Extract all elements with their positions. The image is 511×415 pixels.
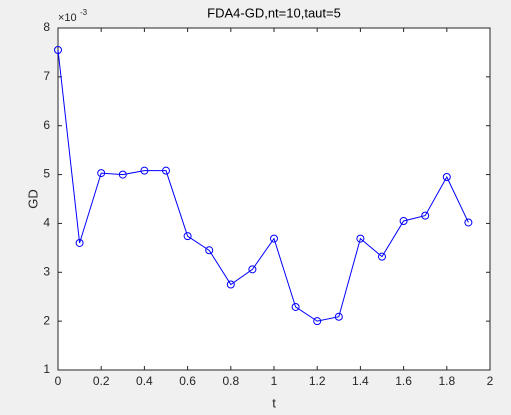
y-tick-label: 8 bbox=[43, 20, 50, 34]
data-marker bbox=[54, 45, 62, 54]
data-marker bbox=[464, 218, 473, 227]
y-tick-label: 3 bbox=[43, 264, 50, 278]
plot-area bbox=[57, 27, 491, 371]
data-marker bbox=[399, 216, 408, 225]
y-tick-label: 5 bbox=[43, 167, 50, 181]
x-tick-label: 0 bbox=[55, 374, 62, 388]
x-tick-label: 0.6 bbox=[179, 374, 196, 388]
data-marker bbox=[356, 234, 365, 243]
y-tick-label: 1 bbox=[43, 362, 50, 376]
data-marker bbox=[75, 238, 84, 247]
data-marker bbox=[226, 280, 235, 289]
x-axis-label: t bbox=[272, 395, 276, 410]
data-marker bbox=[421, 211, 430, 220]
data-marker bbox=[442, 173, 451, 182]
x-tick-label: 1.6 bbox=[395, 374, 412, 388]
data-marker bbox=[248, 265, 257, 274]
data-marker bbox=[334, 312, 343, 321]
data-marker bbox=[313, 317, 322, 326]
x-tick-label: 1.8 bbox=[438, 374, 455, 388]
data-marker bbox=[162, 166, 170, 175]
x-tick-label: 1 bbox=[271, 374, 278, 388]
y-tick-label: 6 bbox=[43, 118, 50, 132]
x-tick-label: 1.2 bbox=[309, 374, 326, 388]
x-tick-label: 0.2 bbox=[93, 374, 110, 388]
data-marker bbox=[118, 170, 127, 179]
data-marker bbox=[97, 169, 106, 178]
y-exponent-power: -3 bbox=[80, 8, 88, 17]
data-marker bbox=[291, 302, 300, 311]
data-marker bbox=[378, 252, 386, 261]
data-marker bbox=[205, 246, 214, 255]
x-tick-label: 0.8 bbox=[222, 374, 239, 388]
x-tick-label: 1.4 bbox=[352, 374, 369, 388]
data-marker bbox=[270, 234, 278, 243]
data-marker bbox=[140, 166, 149, 175]
y-axis-label: GD bbox=[25, 189, 40, 209]
y-tick-label: 2 bbox=[43, 313, 50, 327]
chart-title: FDA4-GD,nt=10,taut=5 bbox=[207, 5, 341, 20]
x-tick-label: 0.4 bbox=[136, 374, 153, 388]
y-exponent-base: ×10 bbox=[58, 12, 77, 24]
data-marker bbox=[183, 232, 192, 241]
y-tick-label: 7 bbox=[43, 69, 50, 83]
x-tick-label: 2 bbox=[487, 374, 494, 388]
y-tick-label: 4 bbox=[43, 216, 50, 230]
